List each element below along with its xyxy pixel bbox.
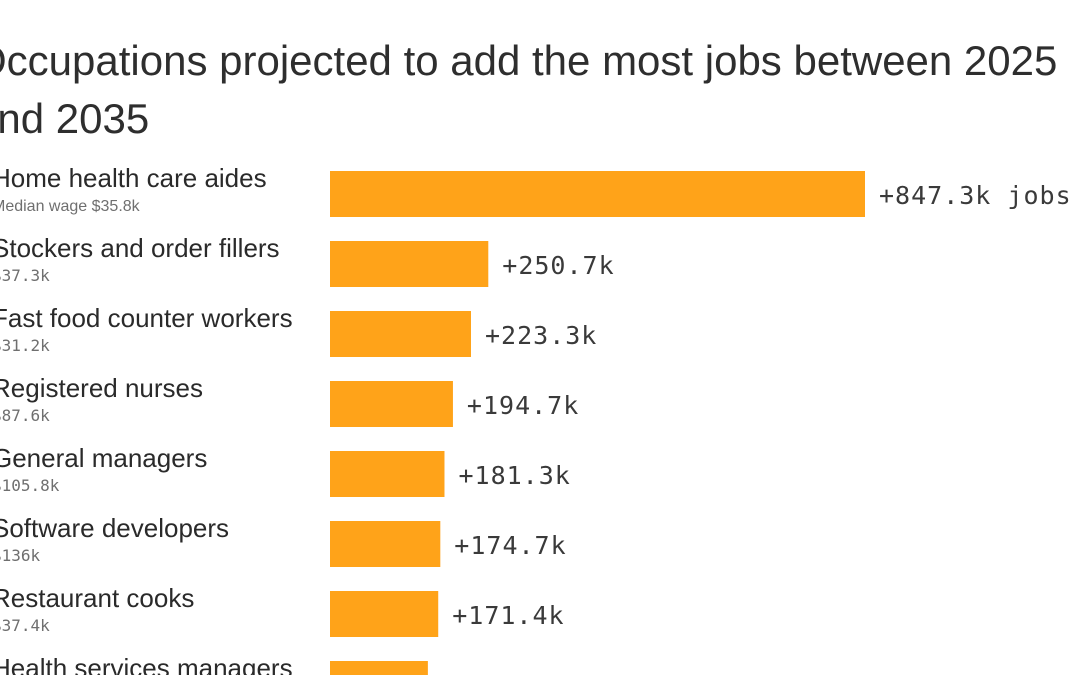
category-label-6: Restaurant cooks <box>0 583 194 613</box>
bar-4 <box>330 451 445 497</box>
wage-label-1: $37.3k <box>0 266 50 285</box>
category-label-1: Stockers and order fillers <box>0 233 280 263</box>
wage-label-3: $87.6k <box>0 406 50 425</box>
category-label-3: Registered nurses <box>0 373 203 403</box>
value-label-1: +250.7k <box>502 251 614 280</box>
category-label-0: Home health care aides <box>0 163 267 193</box>
wage-label-2: $31.2k <box>0 336 50 355</box>
bar-5 <box>330 521 441 567</box>
wage-label-6: $37.4k <box>0 616 50 635</box>
wage-label-0: Median wage $35.8k <box>0 198 141 215</box>
wage-label-4: $105.8k <box>0 476 60 495</box>
bar-7 <box>330 661 428 675</box>
wage-label-5: $136k <box>0 546 41 565</box>
bar-6 <box>330 591 439 637</box>
bar-0 <box>330 171 865 217</box>
bar-1 <box>330 241 489 287</box>
category-label-7: Health services managers <box>0 653 293 675</box>
value-label-6: +171.4k <box>452 601 564 630</box>
value-label-3: +194.7k <box>467 391 579 420</box>
value-label-4: +181.3k <box>458 461 570 490</box>
value-label-0: +847.3k jobs <box>879 181 1072 210</box>
value-label-5: +174.7k <box>454 531 566 560</box>
category-label-2: Fast food counter workers <box>0 303 293 333</box>
category-label-5: Software developers <box>0 513 229 543</box>
bar-3 <box>330 381 453 427</box>
category-label-4: General managers <box>0 443 207 473</box>
chart-title: Occupations projected to add the most jo… <box>0 37 1058 142</box>
bar-2 <box>330 311 471 357</box>
value-label-2: +223.3k <box>485 321 597 350</box>
